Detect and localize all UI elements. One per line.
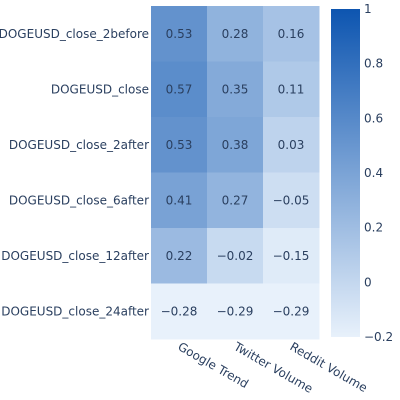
row-tick-label: DOGEUSD_close_2after [9,138,149,152]
heatmap-cell-value: −0.29 [273,304,310,318]
row-tick-label: DOGEUSD_close_12after [1,249,149,263]
heatmap-cell-value: 0.03 [278,138,305,152]
heatmap-cell-value: −0.02 [217,249,254,263]
heatmap-cell-value: 0.41 [166,193,193,207]
row-labels: DOGEUSD_close_2before DOGEUSD_close DOGEUS… [0,27,149,319]
heatmap-cell [207,172,264,229]
heatmap-cell [151,228,208,284]
heatmap-cell-value: −0.15 [273,249,310,263]
colorbar-tick-label: 0.2 [364,221,383,235]
heatmap-cell [263,61,320,118]
colorbar-tick-label: 0 [364,275,372,289]
row-tick-label: DOGEUSD_close_6after [9,193,149,207]
heatmap-cell-value: 0.38 [222,138,249,152]
colorbar-tick-label: 0.6 [364,111,383,125]
heatmap-cell-value: 0.22 [166,249,193,263]
colorbar-ticks: 1 0.8 0.6 0.4 0.2 0 −0.2 [364,2,393,344]
heatmap-cell [151,283,208,340]
heatmap-cell-value: −0.28 [161,304,198,318]
row-tick-label: DOGEUSD_close [51,82,149,96]
heatmap-cell-value: 0.11 [278,82,305,96]
heatmap-cell [151,61,208,118]
heatmap-cell [207,283,264,340]
heatmap-cell [151,172,208,229]
heatmap-cell-value: 0.27 [222,193,249,207]
heatmap-cell-labels: 0.53 0.28 0.16 0.57 0.35 0.11 0.53 0.38 0.03 0.41… [161,27,310,319]
heatmap-cell [263,172,320,229]
row-tick-label: DOGEUSD_close_2before [0,27,149,41]
heatmap-cells [151,6,320,340]
heatmap-cell-value: 0.35 [222,82,249,96]
heatmap-cell [263,283,320,340]
heatmap-cell [263,6,320,62]
colorbar-tick-label: 1 [364,2,372,16]
colorbar-tick-label: 0.4 [364,166,383,180]
heatmap-cell [263,117,320,173]
heatmap-cell-value: 0.53 [166,138,193,152]
heatmap-cell [207,117,264,173]
row-tick-label: DOGEUSD_close_24after [1,304,149,318]
heatmap-cell-value: −0.05 [273,193,310,207]
colorbar-tick-label: 0.8 [364,57,383,71]
heatmap-cell-value: −0.29 [217,304,254,318]
colorbar [331,9,360,337]
heatmap-cell-value: 0.57 [166,82,193,96]
heatmap-cell [207,228,264,284]
heatmap-cell [207,6,264,62]
heatmap-cell-value: 0.16 [278,27,305,41]
heatmap-cell [207,61,264,118]
heatmap-cell [151,117,208,173]
colorbar-tick-label: −0.2 [364,330,393,344]
heatmap-cell [151,6,208,62]
heatmap-cell-value: 0.28 [222,27,249,41]
heatmap-cell-value: 0.53 [166,27,193,41]
heatmap-cell [263,228,320,284]
